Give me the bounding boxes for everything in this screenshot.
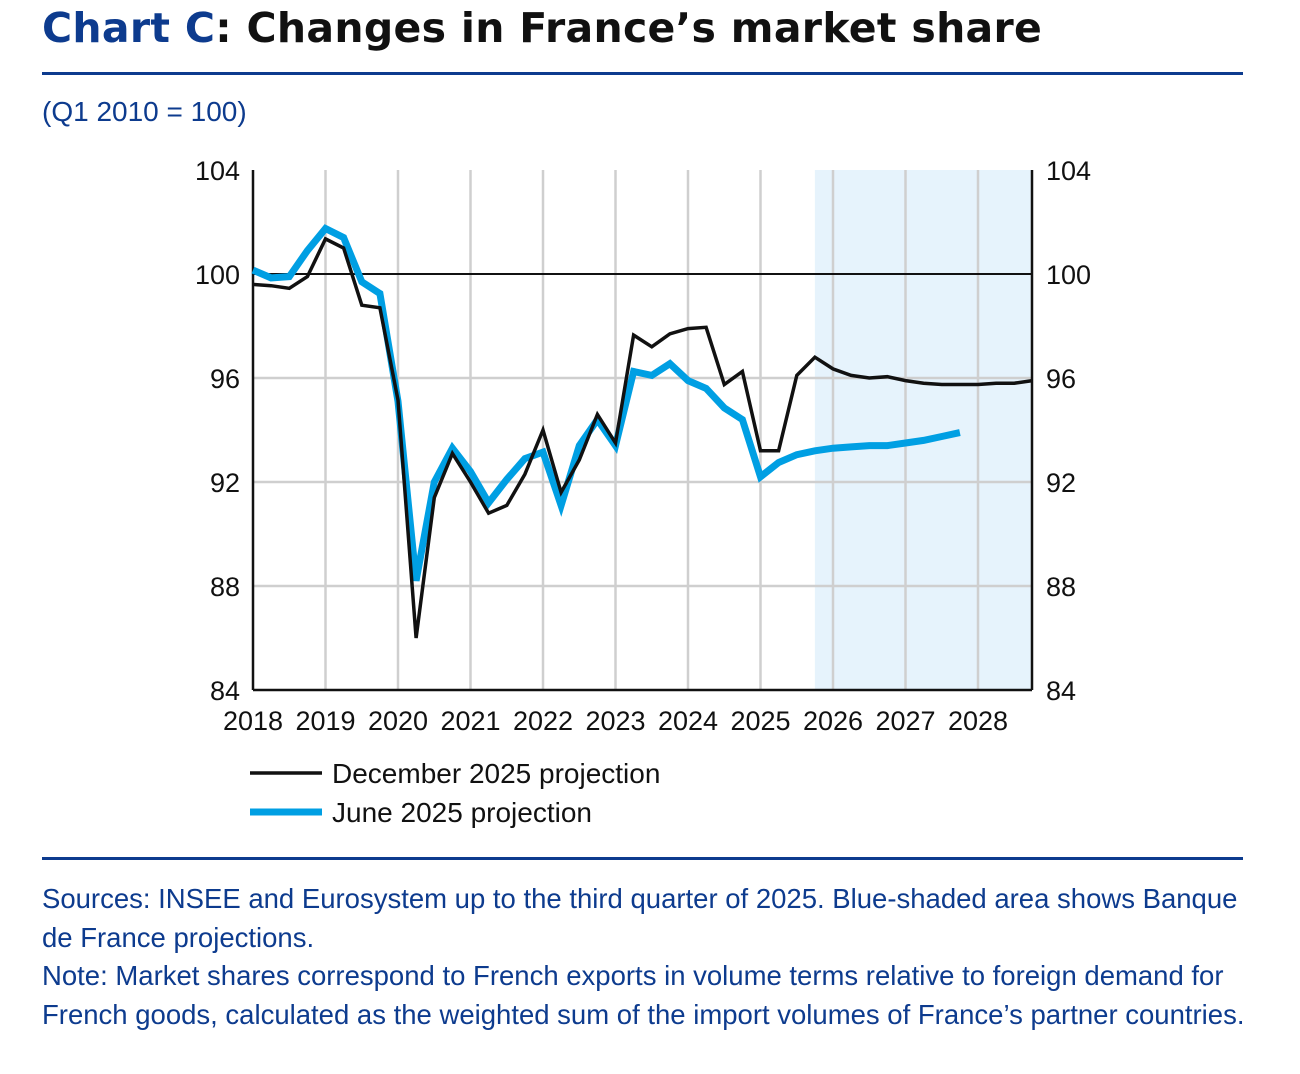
chart-title-text: : Changes in France’s market share [215,4,1043,52]
x-tick-label: 2025 [730,706,790,736]
projection-shade [814,170,1032,690]
note-text: Note: Market shares correspond to French… [42,960,1245,1030]
series-line-june-2025 [251,224,961,582]
x-tick-label: 2019 [295,706,355,736]
x-tick-label: 2027 [875,706,935,736]
line-chart: 2018 2019 2020 2021 2022 2023 2024 2025 2026 2027… [195,156,1091,828]
y-tick-label-right: 104 [1046,156,1091,186]
x-tick-label: 2028 [948,706,1008,736]
y-tick-label-left: 100 [195,260,240,290]
notes: Sources: INSEE and Eurosystem up to the … [42,880,1252,1034]
y-tick-label-left: 92 [210,468,240,498]
y-tick-label-right: 84 [1046,676,1076,706]
sources-text: Sources: INSEE and Eurosystem up to the … [42,883,1238,953]
y-tick-label-right: 100 [1046,260,1091,290]
y-tick-label-right: 88 [1046,572,1076,602]
chart-title: Chart C: Changes in France’s market shar… [42,4,1042,52]
x-tick-label: 2023 [585,706,645,736]
x-tick-label: 2026 [803,706,863,736]
x-tick-label: 2020 [368,706,428,736]
legend-label: December 2025 projection [332,758,660,789]
legend-label: June 2025 projection [332,797,592,828]
chart-subtitle: (Q1 2010 = 100) [42,96,247,127]
bottom-rule [42,857,1243,860]
x-tick-label: 2022 [513,706,573,736]
top-rule [42,72,1243,75]
x-tick-label: 2024 [658,706,718,736]
y-tick-label-left: 88 [210,572,240,602]
y-tick-label-right: 96 [1046,364,1076,394]
y-tick-label-right: 92 [1046,468,1076,498]
x-tick-label: 2018 [223,706,283,736]
x-tick-label: 2021 [440,706,500,736]
y-tick-label-left: 96 [210,364,240,394]
chart-title-prefix: Chart C [42,4,216,52]
y-tick-label-left: 84 [210,676,240,706]
y-tick-label-left: 104 [195,156,240,186]
series-line-december-2025 [252,236,1033,639]
